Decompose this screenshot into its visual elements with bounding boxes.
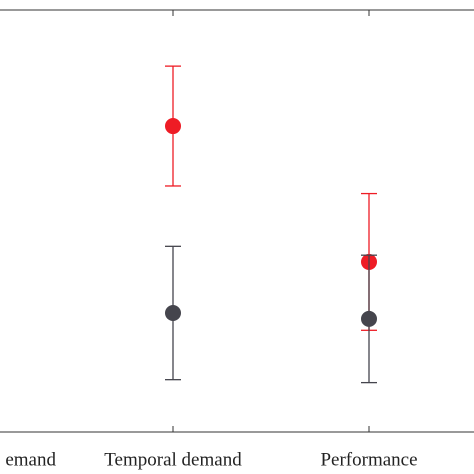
x-tick-label: Temporal demand (104, 449, 242, 470)
point (361, 310, 377, 327)
x-tick-label: Performance (320, 449, 417, 470)
x-tick-label: emand (5, 449, 56, 470)
point (165, 304, 181, 321)
point (165, 118, 181, 135)
